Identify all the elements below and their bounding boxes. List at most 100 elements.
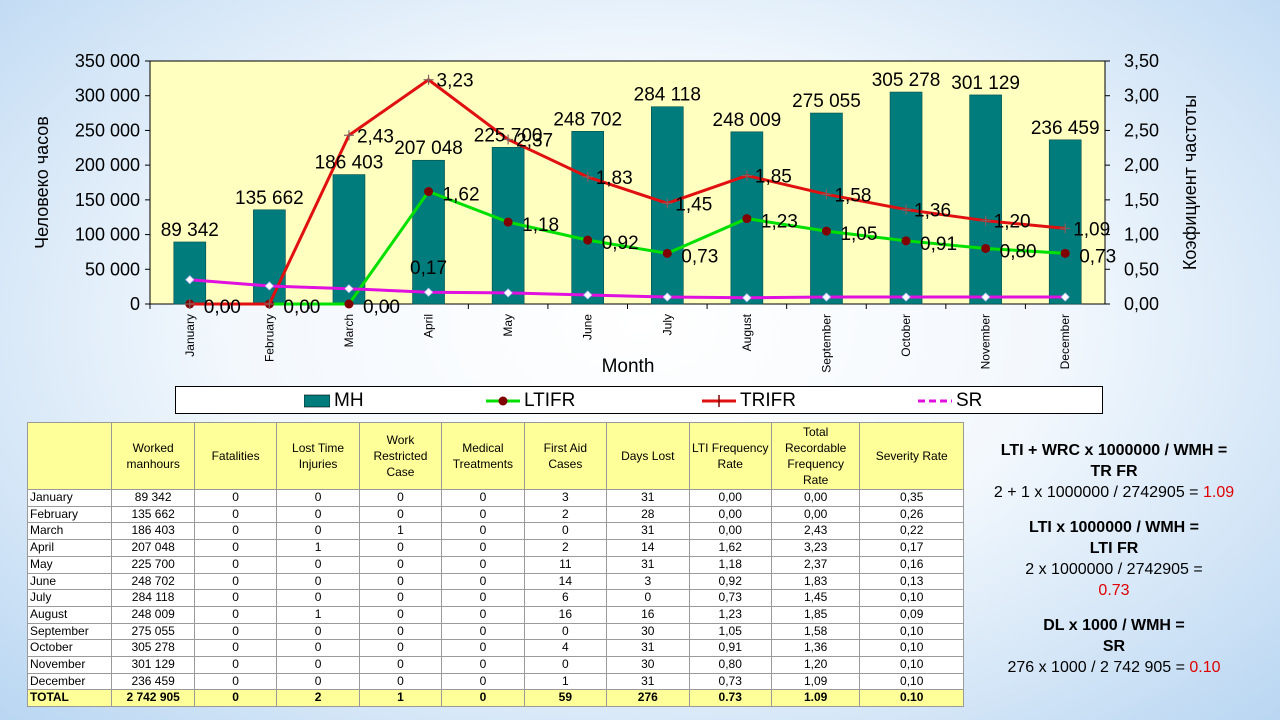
table-cell: 301 129 <box>111 656 195 674</box>
formula-trfr: LTI + WRC x 1000000 / WMH = TR FR 2 + 1 … <box>964 440 1264 503</box>
marker-trifr <box>901 204 912 215</box>
table-row: August 248 009 0 1 0 0 16 16 1,23 1,85 0,09 <box>26 605 964 624</box>
table-cell: 0,17 <box>859 539 964 557</box>
table-cell: 0 <box>441 522 525 541</box>
bar-mh <box>969 94 1002 305</box>
marker-sr <box>503 288 513 298</box>
table-cell: 0 <box>358 589 443 607</box>
table-cell: 236 459 <box>111 672 195 691</box>
data-label-mh: 248 009 <box>713 110 782 131</box>
table-cell: 0 <box>358 605 443 624</box>
y-left-tick-label: 0 <box>130 294 140 314</box>
table-cell: 0 <box>523 656 608 674</box>
table-cell: 0 <box>358 572 443 591</box>
data-label-mh: 248 702 <box>553 109 622 130</box>
x-tick-label: March <box>342 314 356 347</box>
data-label-mh: 284 118 <box>634 85 701 106</box>
table-cell: 31 <box>606 672 690 691</box>
y-left-tick-label: 300 000 <box>75 86 140 106</box>
marker-ltifr <box>742 214 752 224</box>
table-cell: 0 <box>193 572 278 591</box>
table-cell: 0,73 <box>688 672 772 691</box>
table-cell: 1.09 <box>770 689 861 708</box>
table-cell: 0,10 <box>859 589 964 607</box>
y-left-tick-label: 350 000 <box>75 51 140 71</box>
bar-mh <box>889 91 923 305</box>
data-label-ltifr: 0,73 <box>681 246 718 267</box>
table-row: June 248 702 0 0 0 0 14 3 0,92 1,83 0,13 <box>26 572 964 591</box>
marker-sr <box>423 287 434 297</box>
table-cell: 1,36 <box>770 639 861 658</box>
data-label-trifr: 2,43 <box>357 126 394 147</box>
marker-sr <box>185 275 195 285</box>
table-cell: 0,13 <box>859 572 964 591</box>
formula-trfr-line2: TR FR <box>1090 463 1138 480</box>
marker-ltifr <box>344 299 354 309</box>
table-cell: 6 <box>523 589 608 607</box>
table-cell: 2 <box>523 505 608 524</box>
table-cell: 225 700 <box>111 555 195 574</box>
marker-ltifr <box>1060 248 1070 258</box>
table-row: January 89 342 0 0 0 0 3 31 0,00 0,00 0,35 <box>26 489 964 507</box>
legend-label-ltifr: LTIFR <box>524 390 576 411</box>
marker-trifr <box>980 215 991 226</box>
table-cell: 0,10 <box>859 672 964 691</box>
marker-sr <box>583 290 593 300</box>
table-cell: 0 <box>358 622 443 641</box>
table-cell: January <box>26 489 113 507</box>
data-label-ltifr: 0,80 <box>1000 241 1037 262</box>
table-cell: 0 <box>358 672 443 691</box>
table-cell: 0 <box>441 622 525 641</box>
table-cell: 2 <box>523 539 608 557</box>
formula-sr-calc: 276 x 1000 / 2 742 905 = <box>1007 659 1190 676</box>
legend-swatch-trifr <box>702 395 736 407</box>
table-cell: 0,16 <box>859 555 964 574</box>
y-left-tick-label: 150 000 <box>75 190 140 210</box>
table-cell: 0 <box>193 522 278 541</box>
formula-sr-result: 0.10 <box>1189 659 1221 676</box>
table-cell: 2,43 <box>770 522 861 541</box>
table-cell: 1,23 <box>688 605 772 624</box>
table-cell: TOTAL <box>26 689 113 708</box>
table-cell: 1,83 <box>770 572 861 591</box>
table-cell: 0,73 <box>688 589 772 607</box>
table-total-row: TOTAL 2 742 905 0 2 1 0 59 276 0.73 1.09 0.10 <box>26 689 964 708</box>
table-cell: 1,18 <box>688 555 772 574</box>
table-cell: 135 662 <box>111 505 195 524</box>
y-right-tick-label: 1,50 <box>1124 190 1159 210</box>
table-cell: 248 009 <box>111 605 195 624</box>
table-cell: 1,09 <box>770 672 861 691</box>
table-cell: 0 <box>441 539 525 557</box>
safety-statistics-table: Worked manhours Fatalities Lost Time Injur… <box>26 422 964 708</box>
table-header-cell: Total Recordable Frequency Rate <box>770 422 861 490</box>
data-label-mh: 225 700 <box>474 125 543 146</box>
y-right-axis-title: Коэфициент частоты <box>1180 95 1200 270</box>
chart-legend: MH LTIFR TRIFR SR <box>175 386 1103 414</box>
table-cell: 0 <box>193 672 278 691</box>
table-cell: 0,22 <box>859 522 964 541</box>
table-cell: 0 <box>276 656 360 674</box>
table-cell: 0 <box>441 656 525 674</box>
table-cell: 0,80 <box>688 656 772 674</box>
table-cell: 1,58 <box>770 622 861 641</box>
data-label-ltifr: 1,18 <box>522 215 559 236</box>
table-cell: 1 <box>276 539 360 557</box>
marker-sr <box>821 292 832 302</box>
y-right-tick-label: 0,00 <box>1124 294 1159 314</box>
table-cell: 31 <box>606 555 690 574</box>
table-cell: 305 278 <box>111 639 195 658</box>
table-cell: 0 <box>358 555 443 574</box>
y-right-tick-label: 2,50 <box>1124 120 1159 140</box>
table-cell: 0 <box>441 605 525 624</box>
data-label-trifr: 1,58 <box>834 185 871 206</box>
formula-trfr-line1: LTI + WRC x 1000000 / WMH = <box>1000 442 1228 459</box>
table-cell: 0,35 <box>859 489 964 507</box>
x-tick-label: October <box>899 314 913 357</box>
formula-trfr-result: 1.09 <box>1202 484 1235 501</box>
legend-item-ltifr: LTIFR <box>486 390 575 412</box>
table-cell: 0 <box>193 555 278 574</box>
formulas-panel: LTI + WRC x 1000000 / WMH = TR FR 2 + 1 … <box>964 440 1264 692</box>
marker-trifr <box>582 171 593 182</box>
table-cell: 1 <box>358 522 443 541</box>
x-tick-label: June <box>581 314 595 340</box>
